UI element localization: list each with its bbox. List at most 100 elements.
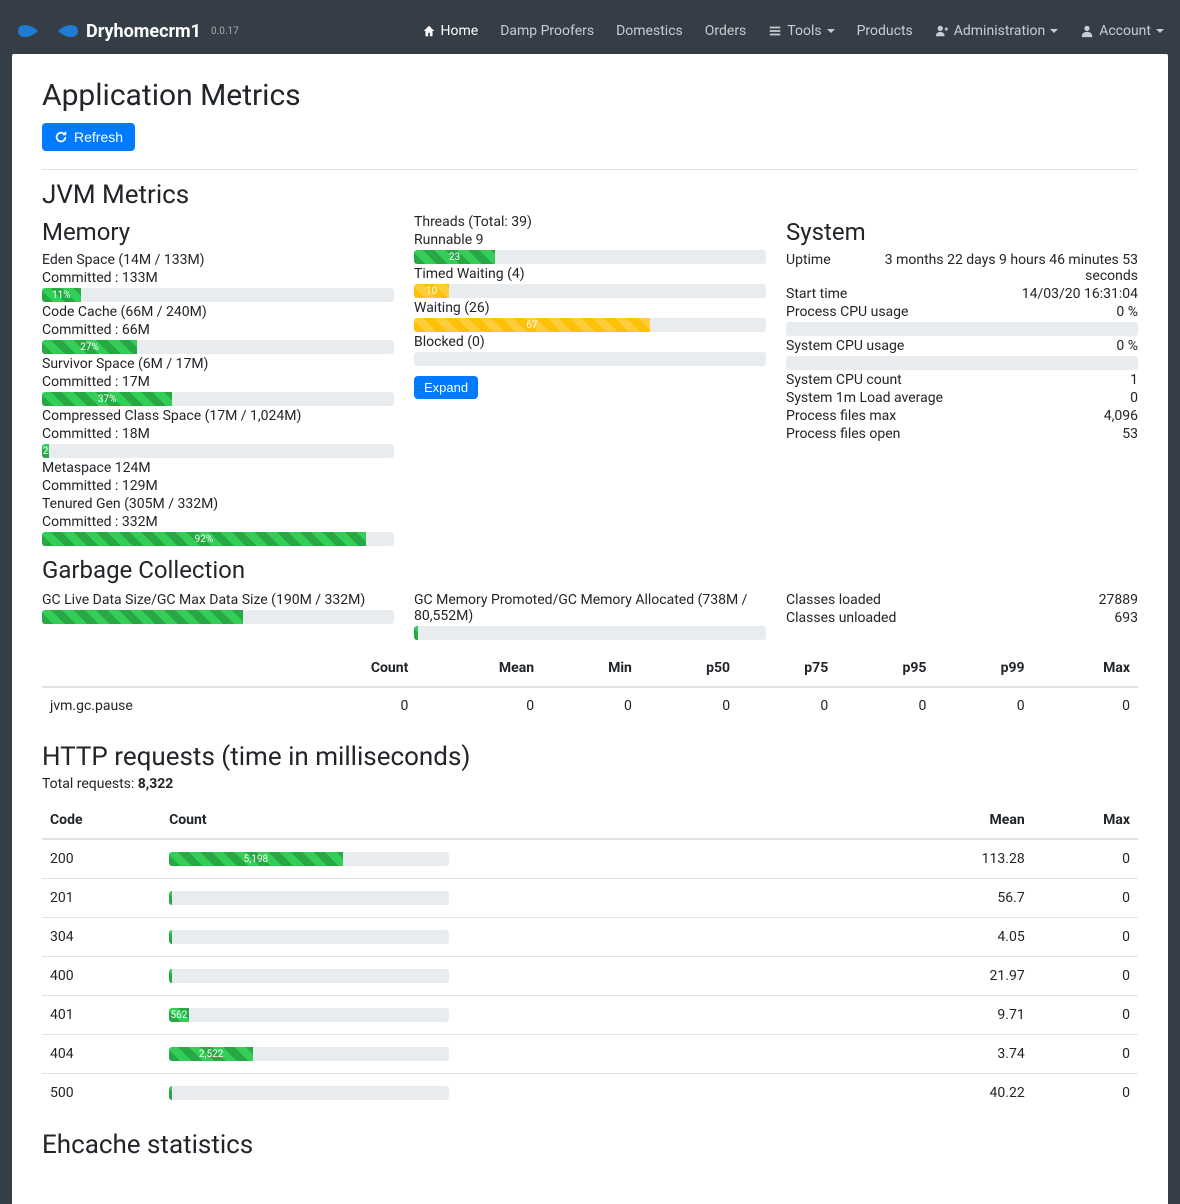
http-mean: 3.74 (888, 1035, 1033, 1074)
gc-promoted-bar (414, 626, 766, 640)
nav-home[interactable]: Home (422, 23, 479, 39)
memory-label: Compressed Class Space (17M / 1,024M) (42, 408, 394, 424)
memory-committed: Committed : 18M (42, 426, 394, 442)
memory-title: Memory (42, 218, 394, 246)
http-row: 201 56.7 0 (42, 879, 1138, 918)
nav-tools[interactable]: Tools (768, 23, 834, 39)
gc-cell: 0 (836, 687, 934, 724)
page-title: Application Metrics (42, 78, 1138, 113)
brand-name: Dryhomecrm1 (86, 21, 201, 42)
http-title: HTTP requests (time in milliseconds) (42, 742, 1138, 772)
classes-loaded-label: Classes loaded (786, 592, 881, 608)
http-max: 0 (1033, 839, 1138, 879)
http-count (161, 957, 888, 996)
http-count (161, 1074, 888, 1113)
http-count-bar: 562 (169, 1008, 449, 1022)
http-code: 201 (42, 879, 161, 918)
memory-label: Code Cache (66M / 240M) (42, 304, 394, 320)
system-row: System CPU usage0 % (786, 338, 1138, 354)
gc-col-header: Count (285, 650, 416, 687)
http-count-bar (169, 969, 449, 983)
system-progress (786, 356, 1138, 370)
gc-col-header: p50 (640, 650, 738, 687)
http-col-code: Code (42, 802, 161, 839)
http-count-bar (169, 1086, 449, 1100)
memory-progress: 11% (42, 288, 394, 302)
http-row: 401 562 9.71 0 (42, 996, 1138, 1035)
refresh-icon (54, 130, 68, 144)
system-row: Process files max4,096 (786, 408, 1138, 424)
chevron-down-icon (1156, 29, 1164, 33)
memory-panel: Memory Eden Space (14M / 133M) Committed… (42, 214, 394, 548)
http-row: 400 21.97 0 (42, 957, 1138, 996)
system-row: System CPU count1 (786, 372, 1138, 388)
nav-home-label: Home (441, 23, 479, 39)
http-max: 0 (1033, 918, 1138, 957)
thread-progress: 10 (414, 284, 766, 298)
gc-title: Garbage Collection (42, 556, 1138, 584)
http-mean: 21.97 (888, 957, 1033, 996)
threads-panel: Threads (Total: 39) Runnable 9 23 Timed … (414, 214, 766, 548)
thread-progress: 23 (414, 250, 766, 264)
memory-progress: 2 (42, 444, 394, 458)
threads-header: Threads (Total: 39) (414, 214, 766, 230)
http-row: 404 2,522 3.74 0 (42, 1035, 1138, 1074)
gc-row-name: jvm.gc.pause (42, 687, 285, 724)
http-max: 0 (1033, 957, 1138, 996)
gc-col-header: p95 (836, 650, 934, 687)
thread-progress: 67 (414, 318, 766, 332)
memory-progress: 92% (42, 532, 394, 546)
nav-domestics[interactable]: Domestics (616, 23, 683, 39)
classes-unloaded-label: Classes unloaded (786, 610, 896, 626)
expand-button[interactable]: Expand (414, 376, 478, 399)
nav-damp-proofers[interactable]: Damp Proofers (500, 23, 594, 39)
gc-live-label: GC Live Data Size/GC Max Data Size (190M… (42, 592, 394, 608)
gc-cell: 0 (416, 687, 542, 724)
user-icon (1080, 24, 1094, 38)
brand-version: 0.0.17 (211, 26, 239, 37)
nav-administration[interactable]: Administration (935, 23, 1058, 39)
nav-orders[interactable]: Orders (705, 23, 747, 39)
gc-col-header: Min (542, 650, 640, 687)
memory-label: Tenured Gen (305M / 332M) (42, 496, 394, 512)
memory-label: Survivor Space (6M / 17M) (42, 356, 394, 372)
gc-cell: 0 (640, 687, 738, 724)
system-title: System (786, 218, 1138, 246)
gc-cell: 0 (934, 687, 1032, 724)
gc-col-header (42, 650, 285, 687)
http-mean: 4.05 (888, 918, 1033, 957)
system-panel: System Uptime3 months 22 days 9 hours 46… (786, 214, 1138, 548)
list-icon (768, 24, 782, 38)
navbar: Dryhomecrm1 0.0.17 Home Damp Proofers Do… (12, 8, 1168, 54)
http-count: 562 (161, 996, 888, 1035)
ehcache-title: Ehcache statistics (42, 1130, 1138, 1160)
gc-promoted-label: GC Memory Promoted/GC Memory Allocated (… (414, 592, 766, 624)
brand[interactable]: Dryhomecrm1 0.0.17 (16, 17, 239, 45)
http-row: 200 5,198 113.28 0 (42, 839, 1138, 879)
gc-col-header: Max (1033, 650, 1138, 687)
nav-products[interactable]: Products (857, 23, 913, 39)
http-code: 500 (42, 1074, 161, 1113)
system-progress (786, 322, 1138, 336)
memory-label: Eden Space (14M / 133M) (42, 252, 394, 268)
http-col-max: Max (1033, 802, 1138, 839)
chevron-down-icon (1050, 29, 1058, 33)
jvm-metrics-title: JVM Metrics (42, 180, 1138, 210)
gc-col-header: Mean (416, 650, 542, 687)
http-count: 5,198 (161, 839, 888, 879)
classes-unloaded-value: 693 (1114, 610, 1138, 626)
memory-progress: 37% (42, 392, 394, 406)
http-count-bar: 2,522 (169, 1047, 449, 1061)
system-row: Process files open53 (786, 426, 1138, 442)
http-max: 0 (1033, 1035, 1138, 1074)
http-max: 0 (1033, 996, 1138, 1035)
http-count-bar: 5,198 (169, 852, 449, 866)
refresh-button[interactable]: Refresh (42, 123, 135, 151)
memory-label: Metaspace 124M (42, 460, 394, 476)
http-code: 404 (42, 1035, 161, 1074)
thread-label: Runnable 9 (414, 232, 766, 248)
nav-account[interactable]: Account (1080, 23, 1164, 39)
http-count: 2,522 (161, 1035, 888, 1074)
http-col-mean: Mean (888, 802, 1033, 839)
http-mean: 9.71 (888, 996, 1033, 1035)
